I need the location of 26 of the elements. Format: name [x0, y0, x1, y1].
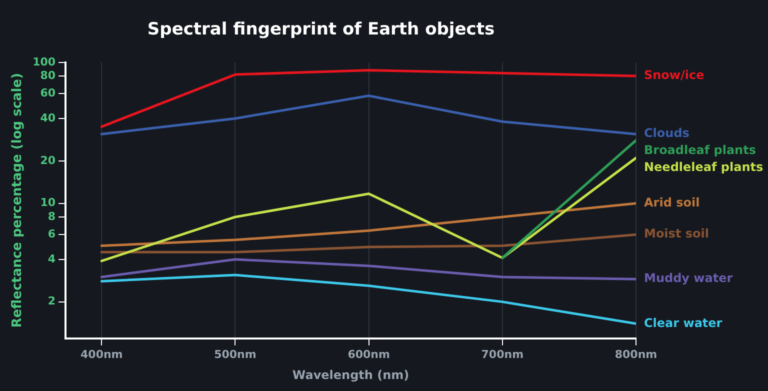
- y-tick-label: 20: [40, 154, 56, 167]
- y-axis-title: Reflectance percentage (log scale): [10, 72, 26, 328]
- series-label: Muddy water: [644, 271, 733, 286]
- y-tick-label: 2: [48, 294, 56, 308]
- x-tick-label: 800nm: [614, 348, 658, 361]
- series-label: Clouds: [644, 126, 690, 140]
- x-tick-label: 600nm: [348, 348, 390, 361]
- x-tick-label: 400nm: [80, 348, 123, 361]
- x-tick-label: 500nm: [214, 348, 256, 361]
- chart-title: Spectral fingerprint of Earth objects: [147, 20, 495, 40]
- y-tick-label: 8: [48, 210, 56, 223]
- series-label: Needleleaf plants: [644, 160, 764, 174]
- x-axis-title: Wavelength (nm): [292, 368, 410, 382]
- series-label: Broadleaf plants: [644, 143, 756, 158]
- y-tick-label: 10: [40, 196, 56, 210]
- y-tick-label: 100: [32, 55, 56, 68]
- y-tick-label: 60: [40, 86, 56, 100]
- series-label: Moist soil: [644, 226, 709, 241]
- series-label: Arid soil: [644, 195, 700, 210]
- series-label: Clear water: [644, 316, 722, 330]
- y-tick-label: 80: [40, 68, 56, 82]
- x-tick-label: 700nm: [481, 348, 524, 361]
- y-tick-label: 6: [48, 227, 56, 240]
- y-tick-label: 4: [48, 252, 56, 266]
- y-tick-label: 40: [40, 111, 56, 124]
- series-label: Snow/ice: [644, 68, 704, 82]
